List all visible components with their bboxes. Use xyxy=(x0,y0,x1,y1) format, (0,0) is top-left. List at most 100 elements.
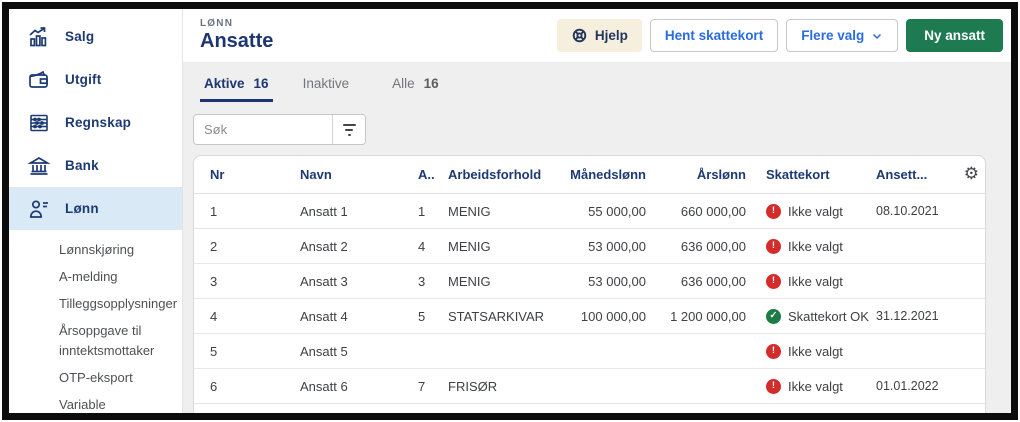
cell-nr: 3 xyxy=(210,273,218,289)
table-row[interactable]: 2 Ansatt 2 4 MENIG 53 000,00 636 000,00 … xyxy=(194,229,985,264)
subnav-item-tilleggsopplysninger[interactable]: Tilleggsopplysninger xyxy=(59,296,178,311)
tab-inaktive-label: Inaktive xyxy=(302,76,350,91)
cell-arbeidsforhold: MENIG xyxy=(448,273,491,289)
table-row[interactable]: 6 Ansatt 6 7 FRISØR ! Ikke valgt 01.01.2… xyxy=(194,369,985,404)
column-header-arbeidsforhold[interactable]: Arbeidsforhold xyxy=(448,167,542,182)
cell-a: 7 xyxy=(418,378,426,394)
column-header-ansett[interactable]: Ansett... xyxy=(876,167,928,182)
cell-skattekort: ! Ikke valgt xyxy=(748,203,873,219)
table-row[interactable]: 3 Ansatt 3 3 MENIG 53 000,00 636 000,00 … xyxy=(194,264,985,299)
skattekort-status-icon: ! xyxy=(766,238,781,254)
column-header-manedslonn[interactable]: Månedslønn xyxy=(570,167,646,182)
cell-arslonn: 636 000,00 xyxy=(680,238,746,254)
tab-aktive[interactable]: Aktive 16 xyxy=(200,72,273,102)
cell-manedslonn: 55 000,00 xyxy=(588,203,646,219)
skattekort-status-icon: ! xyxy=(766,378,781,394)
cell-navn: Ansatt 2 xyxy=(300,238,348,254)
sidebar-item-regnskap[interactable]: Regnskap xyxy=(9,101,182,144)
abacus-icon xyxy=(26,110,52,136)
payroll-subnav: Lønnskjøring A-melding Tilleggsopplysnin… xyxy=(59,240,182,413)
tab-inaktive[interactable]: Inaktive xyxy=(299,72,363,102)
skattekort-status-label: Ikke valgt xyxy=(788,273,843,289)
cell-arslonn: 636 000,00 xyxy=(680,273,746,289)
table-row[interactable]: 4 Ansatt 4 5 STATSARKIVAR 100 000,00 1 2… xyxy=(194,299,985,334)
cell-a: 1 xyxy=(418,203,426,219)
tab-alle[interactable]: Alle 16 xyxy=(388,72,443,102)
new-employee-label: Ny ansatt xyxy=(924,28,985,43)
skattekort-status-label: Ikke valgt xyxy=(788,238,843,254)
cell-manedslonn: 100 000,00 xyxy=(580,308,646,324)
cell-navn: Ansatt 3 xyxy=(300,273,348,289)
column-header-navn[interactable]: Navn xyxy=(300,167,332,182)
sidebar-item-utgift[interactable]: Utgift xyxy=(9,58,182,101)
search-input[interactable] xyxy=(194,115,332,144)
main-area: LØNN Ansatte Hjelp Hent skattekort xyxy=(183,9,1011,413)
column-header-nr[interactable]: Nr xyxy=(210,167,225,182)
cell-arbeidsforhold: MENIG xyxy=(448,203,491,219)
cell-nr: 4 xyxy=(210,308,218,324)
lifebuoy-icon xyxy=(571,27,588,44)
sidebar-item-lonn[interactable]: Lønn xyxy=(9,187,182,230)
more-options-label: Flere valg xyxy=(801,28,865,43)
cell-manedslonn: 53 000,00 xyxy=(588,273,646,289)
sales-chart-icon xyxy=(26,24,52,50)
help-button[interactable]: Hjelp xyxy=(556,19,642,52)
tab-alle-count: 16 xyxy=(423,76,439,91)
header-actions: Hjelp Hent skattekort Flere valg Ny ansa… xyxy=(556,19,1003,52)
cell-a: 5 xyxy=(418,308,426,324)
subnav-item-a-melding[interactable]: A-melding xyxy=(59,269,118,284)
tab-aktive-label: Aktive xyxy=(204,76,245,91)
breadcrumb: LØNN xyxy=(200,18,234,29)
sidebar-item-label: Utgift xyxy=(65,72,102,87)
cell-manedslonn: 53 000,00 xyxy=(588,238,646,254)
cell-nr: 1 xyxy=(210,203,218,219)
sidebar-item-label: Salg xyxy=(65,29,95,44)
sidebar-item-label: Lønn xyxy=(65,201,99,216)
skattekort-status-label: Ikke valgt xyxy=(788,378,843,394)
sidebar-item-salg[interactable]: Salg xyxy=(9,15,182,58)
subnav-item-lonnskjoring[interactable]: Lønnskjøring xyxy=(59,242,135,257)
skattekort-status-icon: ✓ xyxy=(766,308,781,324)
bank-icon xyxy=(26,153,52,179)
skattekort-status-icon: ! xyxy=(766,273,781,289)
column-header-skattekort[interactable]: Skattekort xyxy=(766,167,830,182)
cell-skattekort: ✓ Skattekort OK xyxy=(748,308,873,324)
subnav-item-arsoppgave[interactable]: Årsoppgave til inntektsmottaker xyxy=(59,323,155,358)
fetch-taxcards-button[interactable]: Hent skattekort xyxy=(649,19,779,52)
cell-a: 4 xyxy=(418,238,426,254)
sidebar: Salg Utgift Regn xyxy=(9,9,183,413)
sidebar-item-label: Regnskap xyxy=(65,115,132,130)
table-header-row: Nr Navn A.. Arbeidsforhold Månedslønn År… xyxy=(194,156,985,194)
cell-skattekort: ! Ikke valgt xyxy=(748,238,873,254)
new-employee-button[interactable]: Ny ansatt xyxy=(906,19,1003,52)
employees-table: Nr Navn A.. Arbeidsforhold Månedslønn År… xyxy=(193,155,986,413)
search-row xyxy=(193,114,1011,145)
filter-button[interactable] xyxy=(332,115,365,144)
sidebar-item-bank[interactable]: Bank xyxy=(9,144,182,187)
cell-navn: Ansatt 1 xyxy=(300,203,348,219)
more-options-button[interactable]: Flere valg xyxy=(786,19,899,52)
column-header-a[interactable]: A.. xyxy=(418,167,435,182)
cell-navn: Ansatt 6 xyxy=(300,378,348,394)
table-row[interactable]: 1 Ansatt 1 1 MENIG 55 000,00 660 000,00 … xyxy=(194,194,985,229)
help-button-label: Hjelp xyxy=(594,28,628,43)
wallet-icon xyxy=(26,67,52,93)
subnav-item-otp-eksport[interactable]: OTP-eksport xyxy=(59,370,133,385)
cell-navn: Ansatt 5 xyxy=(300,343,348,359)
page-header: LØNN Ansatte Hjelp Hent skattekort xyxy=(183,9,1011,63)
filter-icon xyxy=(342,123,356,136)
cell-arbeidsforhold: STATSARKIVAR xyxy=(448,308,545,324)
subnav-item-variable-lonnsposter[interactable]: Variable lønnsposter xyxy=(59,397,106,412)
column-header-arslonn[interactable]: Årslønn xyxy=(696,167,746,182)
table-row[interactable]: 5 Ansatt 5 ! Ikke valgt xyxy=(194,334,985,369)
fetch-taxcards-label: Hent skattekort xyxy=(664,28,764,43)
skattekort-status-icon: ! xyxy=(766,203,781,219)
cell-a: 3 xyxy=(418,273,426,289)
skattekort-status-label: Ikke valgt xyxy=(788,343,843,359)
page-title: Ansatte xyxy=(200,30,274,52)
gear-icon[interactable]: ⚙ xyxy=(963,166,979,183)
chevron-down-icon xyxy=(871,30,883,42)
cell-skattekort: ! Ikke valgt xyxy=(748,343,873,359)
sidebar-item-label: Bank xyxy=(65,158,99,173)
